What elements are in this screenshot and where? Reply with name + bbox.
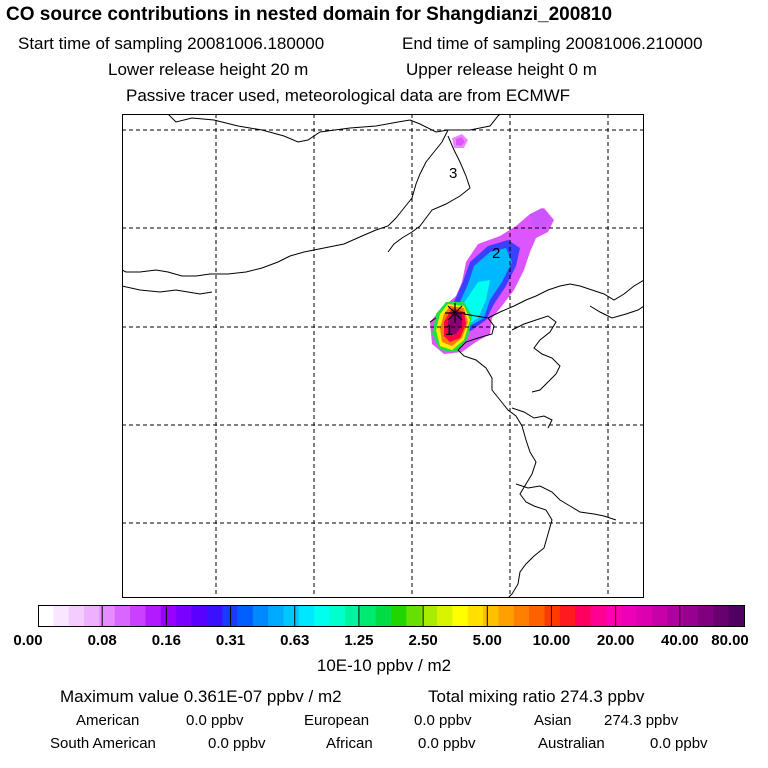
colorbar-cell <box>605 606 622 626</box>
plume-top-blob <box>530 208 552 228</box>
colorbar-cell <box>68 606 85 626</box>
colorbar-cell <box>191 606 208 626</box>
colorbar-cell <box>176 606 193 626</box>
colorbar-cell <box>206 606 223 626</box>
colorbar-label: 0.00 <box>13 632 43 649</box>
colorbar-cell <box>252 606 269 626</box>
colorbar-label: 10.00 <box>532 632 571 649</box>
colorbar-cell <box>621 606 638 626</box>
contour-label-3: 3 <box>449 165 457 182</box>
colorbar-cell <box>498 606 515 626</box>
colorbar-cell <box>160 606 177 626</box>
colorbar-cell <box>575 606 592 626</box>
colorbar-label: 0.63 <box>280 632 310 649</box>
colorbar-cell <box>467 606 484 626</box>
colorbar-cell <box>437 606 453 626</box>
tracer-note: Passive tracer used, meteorological data… <box>126 86 571 105</box>
contour-label-2: 2 <box>492 245 500 262</box>
region-name-european: European <box>304 712 370 729</box>
contour-label-1: 1 <box>445 322 453 339</box>
colorbar-cell <box>452 606 469 626</box>
region-value-asian: 274.3 ppbv <box>604 712 679 729</box>
region-value-south-american: 0.0 ppbv <box>208 735 266 752</box>
colorbar-label: 2.50 <box>408 632 438 649</box>
colorbar <box>38 606 745 626</box>
colorbar-cell <box>667 606 684 626</box>
colorbar-cell <box>314 606 331 626</box>
region-name-african: African <box>326 735 373 752</box>
region-name-australian: Australian <box>538 735 605 752</box>
region-value-american: 0.0 ppbv <box>186 712 244 729</box>
colorbar-cell <box>406 606 423 626</box>
colorbar-cell <box>99 606 116 626</box>
colorbar-cell <box>421 606 438 626</box>
region-value-australian: 0.0 ppbv <box>650 735 708 752</box>
colorbar-ticks <box>101 606 681 626</box>
region-name-american: American <box>76 712 140 729</box>
colorbar-cell <box>713 606 730 626</box>
colorbar-cell <box>529 606 546 626</box>
colorbar-cell <box>651 606 668 626</box>
plot-title: CO source contributions in nested domain… <box>6 4 613 25</box>
colorbar-cell <box>268 606 285 626</box>
colorbar-cell <box>360 606 377 626</box>
map-frame <box>122 114 644 598</box>
colorbar-cell <box>636 606 653 626</box>
colorbar-cell <box>682 606 699 626</box>
colorbar-cell <box>298 606 315 626</box>
colorbar-label: 5.00 <box>472 632 502 649</box>
colorbar-cell <box>145 606 162 626</box>
colorbar-cell <box>283 606 300 626</box>
colorbar-label: 0.31 <box>215 632 246 649</box>
region-value-african: 0.0 ppbv <box>418 735 476 752</box>
colorbar-label: 80.00 <box>711 632 749 649</box>
colorbar-cell <box>483 606 500 626</box>
colorbar-cell <box>344 606 361 626</box>
upper-release-height-label: Upper release height 0 m <box>406 60 597 79</box>
colorbar-cell <box>38 606 54 626</box>
end-time-label: End time of sampling 20081006.210000 <box>402 34 703 53</box>
colorbar-label: 20.00 <box>596 632 635 649</box>
colorbar-label: 0.16 <box>151 632 181 649</box>
colorbar-frame <box>38 605 745 627</box>
total-mixing-ratio-label: Total mixing ratio 274.3 ppbv <box>428 687 645 706</box>
colorbar-cell <box>559 606 576 626</box>
plume-north-blob-core <box>456 137 465 146</box>
colorbar-cell <box>237 606 254 626</box>
colorbar-cell <box>697 606 714 626</box>
colorbar-cell <box>329 606 346 626</box>
colorbar-cell <box>375 606 392 626</box>
colorbar-cell <box>53 606 70 626</box>
colorbar-cell <box>391 606 407 626</box>
colorbar-cell <box>590 606 607 626</box>
colorbar-units: 10E-10 ppbv / m2 <box>316 656 452 675</box>
colorbar-cell <box>130 606 147 626</box>
colorbar-cell <box>513 606 530 626</box>
colorbar-cell <box>728 606 745 626</box>
maximum-value-label: Maximum value 0.361E-07 ppbv / m2 <box>60 687 342 706</box>
colorbar-cell <box>84 606 100 626</box>
coastlines <box>122 114 644 598</box>
colorbar-label: 0.08 <box>87 632 117 649</box>
colorbar-cell <box>544 606 561 626</box>
station-marker-icon <box>445 303 465 323</box>
colorbar-label: 40.00 <box>661 632 699 649</box>
lat-lon-grid <box>122 114 644 598</box>
colorbar-label: 1.25 <box>344 632 374 649</box>
region-name-asian: Asian <box>534 712 572 729</box>
lower-release-height-label: Lower release height 20 m <box>108 60 309 79</box>
region-value-european: 0.0 ppbv <box>414 712 472 729</box>
colorbar-cell <box>114 606 131 626</box>
region-name-south-american: South American <box>50 735 156 752</box>
start-time-label: Start time of sampling 20081006.180000 <box>18 34 325 53</box>
